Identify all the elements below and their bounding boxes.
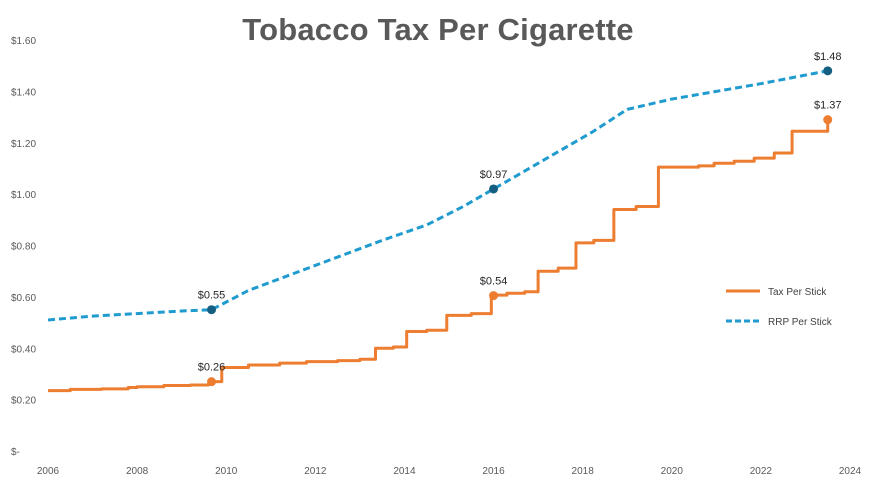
- x-tick-label: 2014: [393, 466, 416, 477]
- legend: Tax Per Stick RRP Per Stick: [726, 287, 833, 328]
- data-label: $0.54: [480, 276, 508, 288]
- y-tick-label: $0.20: [11, 396, 36, 407]
- x-tick-label: 2024: [839, 466, 862, 477]
- y-tick-label: $0.80: [11, 242, 36, 253]
- x-axis: 2006 2008 2010 2012 2014 2016 2018 2020 2022 2024: [37, 466, 862, 477]
- data-label: $0.55: [198, 290, 226, 302]
- y-tick-label: $1.40: [11, 87, 36, 98]
- x-tick-label: 2006: [37, 466, 60, 477]
- x-tick-label: 2008: [126, 466, 149, 477]
- chart-title: Tobacco Tax Per Cigarette: [242, 12, 634, 47]
- x-tick-label: 2012: [304, 466, 327, 477]
- y-tick-label: $1.00: [11, 190, 36, 201]
- y-axis: $- $0.20 $0.40 $0.60 $0.80 $1.00 $1.20 $1.40 $1.…: [11, 36, 36, 458]
- data-point-marker: [489, 184, 499, 194]
- data-point-marker: [823, 66, 833, 76]
- data-label: $0.26: [198, 362, 226, 374]
- series-line-rrp: [47, 69, 829, 322]
- data-point-marker: [823, 115, 833, 125]
- y-tick-label: $-: [11, 447, 20, 458]
- x-tick-label: 2022: [750, 466, 773, 477]
- x-tick-label: 2016: [482, 466, 505, 477]
- x-tick-label: 2010: [215, 466, 238, 477]
- data-point-marker: [207, 305, 217, 315]
- data-point-marker: [489, 291, 499, 301]
- markers-layer: [207, 66, 833, 387]
- y-tick-label: $0.60: [11, 293, 36, 304]
- y-tick-label: $1.20: [11, 139, 36, 150]
- y-tick-label: $0.40: [11, 344, 36, 355]
- data-point-marker: [207, 377, 217, 387]
- x-tick-label: 2020: [661, 466, 684, 477]
- series-line-tax: [48, 119, 830, 393]
- x-tick-label: 2018: [572, 466, 595, 477]
- series-layer: [47, 69, 830, 393]
- data-label: $0.97: [480, 169, 508, 181]
- data-label: $1.37: [814, 100, 842, 112]
- data-labels: $0.26 $0.54 $1.37 $0.55 $0.97 $1.48: [198, 51, 842, 374]
- y-tick-label: $1.60: [11, 36, 36, 47]
- data-label: $1.48: [814, 51, 842, 63]
- legend-label: RRP Per Stick: [768, 317, 833, 328]
- legend-label: Tax Per Stick: [768, 287, 827, 298]
